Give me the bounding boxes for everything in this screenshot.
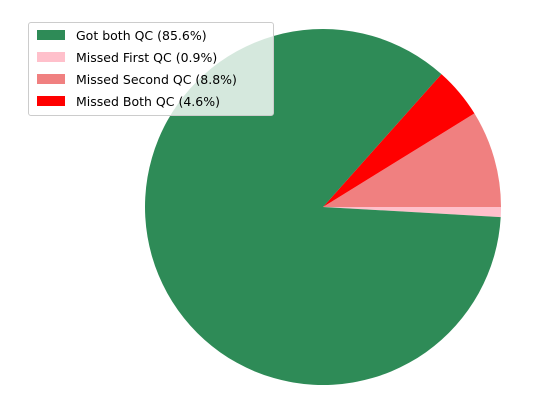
legend-label: Missed Both QC (4.6%) (76, 93, 220, 109)
legend-item-got-both-qc: Got both QC (85.6%) (37, 25, 207, 45)
legend-swatch (37, 96, 65, 106)
pie-slice-missed-first-qc (323, 207, 501, 218)
pie-slice-missed-second-qc (323, 113, 501, 207)
legend-swatch (37, 74, 65, 84)
legend-item-missed-first-qc: Missed First QC (0.9%) (37, 47, 217, 67)
legend-label: Got both QC (85.6%) (76, 27, 207, 43)
legend-item-missed-second-qc: Missed Second QC (8.8%) (37, 69, 237, 89)
legend-label: Missed First QC (0.9%) (76, 49, 218, 65)
pie-slice-got-both-qc (145, 29, 501, 385)
legend-item-missed-both-qc: Missed Both QC (4.6%) (37, 91, 220, 111)
legend-swatch (37, 52, 65, 62)
chart-legend: Got both QC (85.6%) Missed First QC (0.9… (28, 22, 274, 116)
pie-slice-missed-both-qc (323, 74, 475, 207)
legend-swatch (37, 30, 65, 40)
legend-label: Missed Second QC (8.8%) (76, 71, 237, 87)
